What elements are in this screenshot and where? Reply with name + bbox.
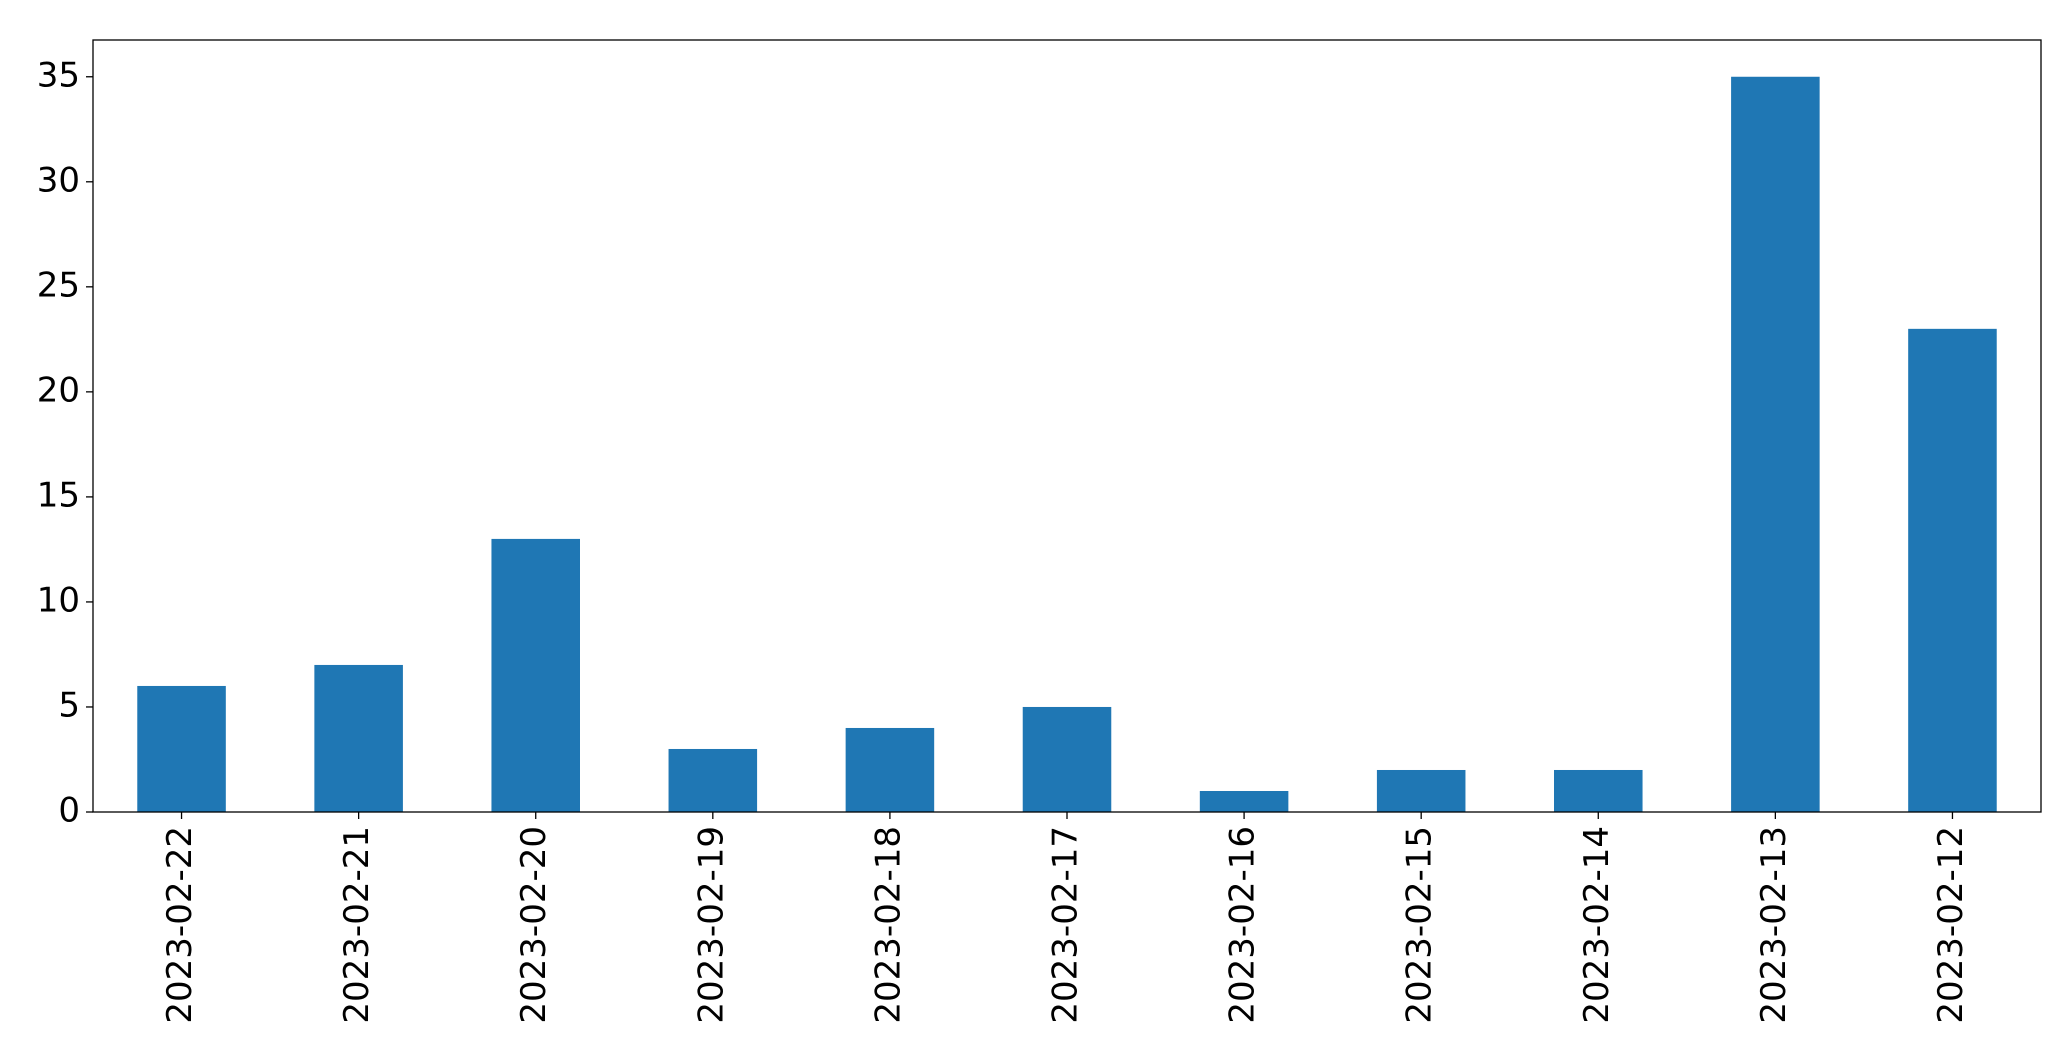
plot-frame <box>92 39 2042 813</box>
y-tick-label: 15 <box>37 475 80 515</box>
y-tick-label: 0 <box>58 791 80 831</box>
x-tick-label: 2023-02-13 <box>1754 826 1794 1024</box>
x-tick-label: 2023-02-20 <box>514 826 554 1024</box>
y-tick-label: 35 <box>37 55 80 95</box>
bar <box>491 538 580 812</box>
bar <box>137 685 226 812</box>
y-tick-label: 10 <box>37 580 80 620</box>
x-tick-label: 2023-02-12 <box>1931 826 1971 1024</box>
x-tick-label: 2023-02-22 <box>160 826 200 1024</box>
bar <box>845 727 935 812</box>
bar <box>1199 790 1289 812</box>
y-tick-label: 5 <box>58 685 80 725</box>
bar <box>1022 706 1112 812</box>
x-tick-label: 2023-02-21 <box>337 826 377 1024</box>
bar <box>668 748 758 812</box>
y-tick-label: 30 <box>37 160 80 200</box>
bar <box>1731 76 1820 812</box>
x-tick-label: 2023-02-17 <box>1046 826 1086 1024</box>
bar <box>1376 769 1466 812</box>
bar <box>1908 328 1997 812</box>
x-tick-label: 2023-02-14 <box>1577 826 1617 1024</box>
bar <box>314 664 403 812</box>
x-tick-label: 2023-02-16 <box>1223 826 1263 1024</box>
y-tick-label: 25 <box>37 265 80 305</box>
x-tick-label: 2023-02-18 <box>868 826 908 1024</box>
x-tick-label: 2023-02-19 <box>691 826 731 1024</box>
bar <box>1554 769 1643 812</box>
y-tick-label: 20 <box>37 370 80 410</box>
x-tick-label: 2023-02-15 <box>1400 826 1440 1024</box>
